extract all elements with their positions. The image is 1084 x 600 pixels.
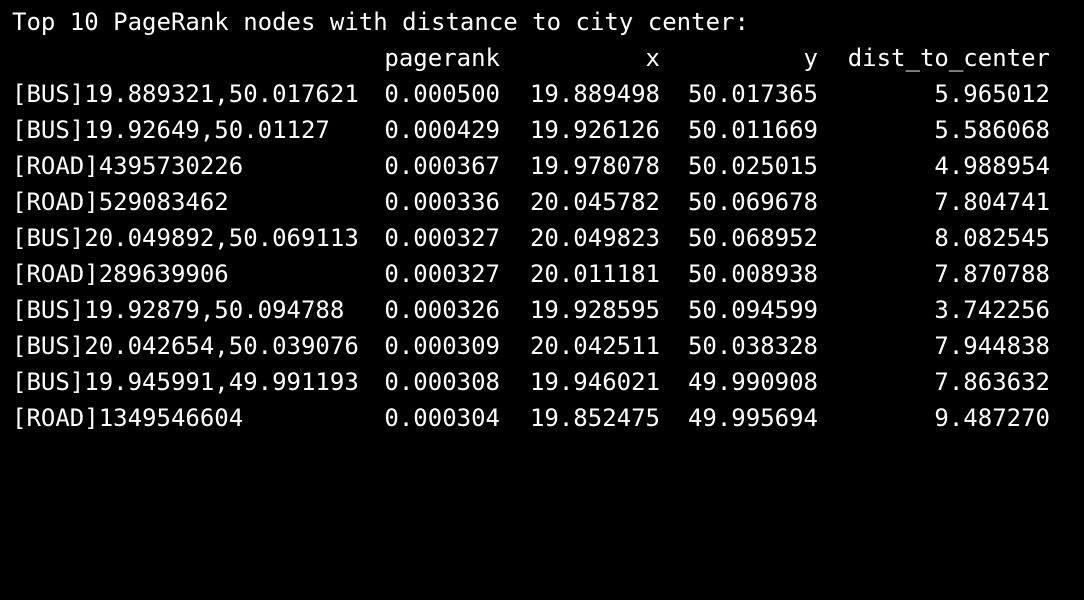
cell-dist-to-center: 7.870788: [934, 260, 1050, 288]
row-index: [BUS]19.92879,50.094788: [12, 296, 345, 324]
cell-y: 50.011669: [687, 116, 818, 144]
cell-x: 20.042511: [529, 332, 660, 360]
cell-x: 19.928595: [529, 296, 660, 324]
column-header-dist-to-center: dist_to_center: [847, 44, 1050, 72]
cell-x: 20.011181: [529, 260, 660, 288]
cell-y: 50.068952: [687, 224, 818, 252]
table-row: [ROAD]529083462 0.000336 20.045782 50.06…: [0, 188, 1084, 216]
row-index: [BUS]19.945991,49.991193: [12, 368, 359, 396]
column-header-x: x: [645, 44, 660, 72]
table-row: [ROAD]1349546604 0.000304 19.852475 49.9…: [0, 404, 1084, 432]
cell-pagerank: 0.000327: [384, 260, 500, 288]
cell-pagerank: 0.000336: [384, 188, 500, 216]
table-row: [ROAD]4395730226 0.000367 19.978078 50.0…: [0, 152, 1084, 180]
cell-x: 20.049823: [529, 224, 660, 252]
cell-dist-to-center: 3.742256: [934, 296, 1050, 324]
cell-dist-to-center: 7.944838: [934, 332, 1050, 360]
cell-pagerank: 0.000367: [384, 152, 500, 180]
column-header-y: y: [803, 44, 818, 72]
table-row: [ROAD]289639906 0.000327 20.011181 50.00…: [0, 260, 1084, 288]
cell-dist-to-center: 7.804741: [934, 188, 1050, 216]
cell-y: 50.038328: [687, 332, 818, 360]
cell-y: 49.995694: [687, 404, 818, 432]
cell-pagerank: 0.000429: [384, 116, 500, 144]
cell-pagerank: 0.000500: [384, 80, 500, 108]
cell-dist-to-center: 5.586068: [934, 116, 1050, 144]
row-index: [BUS]20.049892,50.069113: [12, 224, 359, 252]
cell-dist-to-center: 5.965012: [934, 80, 1050, 108]
cell-x: 20.045782: [529, 188, 660, 216]
cell-y: 50.069678: [687, 188, 818, 216]
cell-y: 50.017365: [687, 80, 818, 108]
output-title: Top 10 PageRank nodes with distance to c…: [12, 8, 749, 36]
cell-pagerank: 0.000304: [384, 404, 500, 432]
row-index: [ROAD]1349546604: [12, 404, 244, 432]
table-row: [BUS]20.042654,50.039076 0.000309 20.042…: [0, 332, 1084, 360]
table-header-row: pagerank x y dist_to_center: [0, 44, 1084, 72]
cell-dist-to-center: 8.082545: [934, 224, 1050, 252]
terminal-output: Top 10 PageRank nodes with distance to c…: [0, 8, 1084, 432]
table-row: [BUS]19.92649,50.01127 0.000429 19.92612…: [0, 116, 1084, 144]
cell-x: 19.978078: [529, 152, 660, 180]
cell-dist-to-center: 9.487270: [934, 404, 1050, 432]
cell-y: 49.990908: [687, 368, 818, 396]
row-index: [BUS]19.92649,50.01127: [12, 116, 330, 144]
table-row: [BUS]19.889321,50.017621 0.000500 19.889…: [0, 80, 1084, 108]
cell-pagerank: 0.000327: [384, 224, 500, 252]
cell-y: 50.008938: [687, 260, 818, 288]
row-index: [ROAD]529083462: [12, 188, 229, 216]
row-index: [ROAD]289639906: [12, 260, 229, 288]
row-index: [BUS]20.042654,50.039076: [12, 332, 359, 360]
cell-dist-to-center: 7.863632: [934, 368, 1050, 396]
column-header-pagerank: pagerank: [384, 44, 500, 72]
row-index: [ROAD]4395730226: [12, 152, 244, 180]
cell-x: 19.852475: [529, 404, 660, 432]
table-row: [BUS]20.049892,50.069113 0.000327 20.049…: [0, 224, 1084, 252]
row-index: [BUS]19.889321,50.017621: [12, 80, 359, 108]
cell-x: 19.946021: [529, 368, 660, 396]
cell-pagerank: 0.000308: [384, 368, 500, 396]
cell-x: 19.889498: [529, 80, 660, 108]
table-row: [BUS]19.92879,50.094788 0.000326 19.9285…: [0, 296, 1084, 324]
table-row: [BUS]19.945991,49.991193 0.000308 19.946…: [0, 368, 1084, 396]
cell-dist-to-center: 4.988954: [934, 152, 1050, 180]
cell-y: 50.025015: [687, 152, 818, 180]
cell-y: 50.094599: [687, 296, 818, 324]
cell-pagerank: 0.000309: [384, 332, 500, 360]
cell-pagerank: 0.000326: [384, 296, 500, 324]
cell-x: 19.926126: [529, 116, 660, 144]
